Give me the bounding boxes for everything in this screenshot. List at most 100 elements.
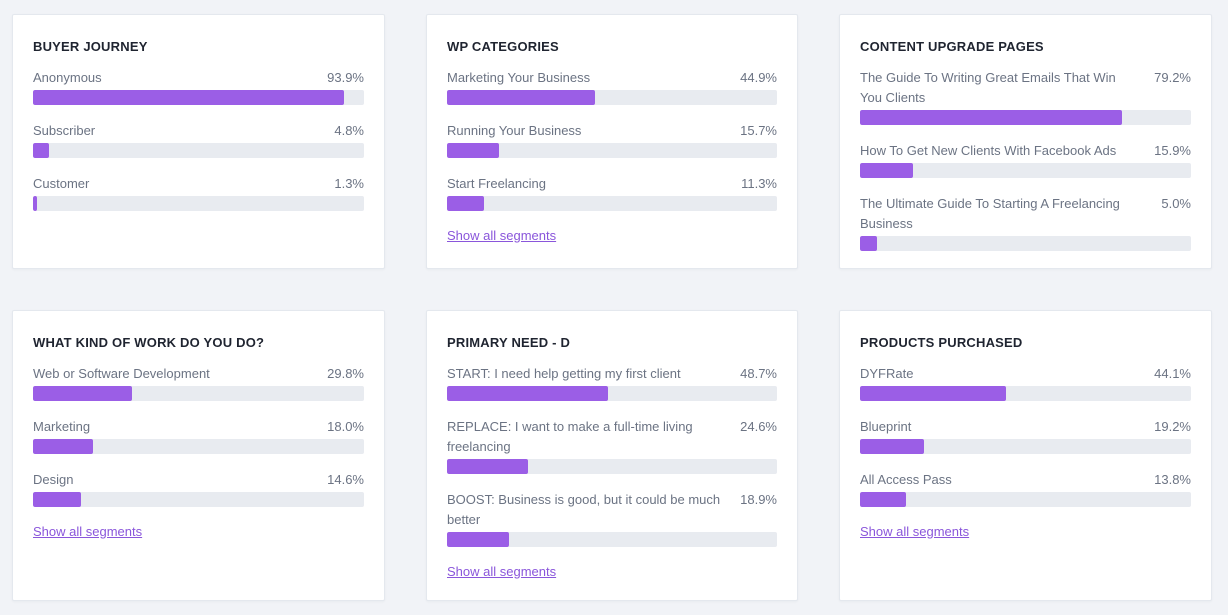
segment-bar-fill (860, 110, 1123, 125)
segment-bar-fill (860, 492, 906, 507)
card-buyer-journey: BUYER JOURNEY Anonymous 93.9% Subscriber… (12, 14, 385, 269)
segment-bar-fill (447, 459, 529, 474)
segment-bar-fill (33, 439, 93, 454)
segment-bar-fill (33, 90, 344, 105)
segment-bar-fill (447, 143, 499, 158)
segment-value: 11.3% (741, 176, 777, 191)
card-content-upgrade-pages: CONTENT UPGRADE PAGES The Guide To Writi… (839, 14, 1212, 269)
segment-bar-track (860, 163, 1191, 178)
segment-row: Running Your Business 15.7% (447, 121, 777, 158)
segment-label: START: I need help getting my first clie… (447, 366, 681, 381)
segment-label: Subscriber (33, 123, 96, 138)
segment-label: BOOST: Business is good, but it could be… (447, 492, 721, 527)
segment-bar-fill (33, 196, 38, 211)
segment-value: 44.1% (1154, 366, 1191, 381)
segment-row: Subscriber 4.8% (33, 121, 364, 158)
segment-label: Running Your Business (447, 123, 582, 138)
segment-row: Customer 1.3% (33, 174, 364, 211)
segment-row: Start Freelancing 11.3% (447, 174, 777, 211)
segment-row: Marketing Your Business 44.9% (447, 68, 777, 105)
segment-bar-fill (33, 492, 82, 507)
segment-value: 19.2% (1154, 419, 1191, 434)
segment-label: The Ultimate Guide To Starting A Freelan… (860, 196, 1120, 231)
segment-row: BOOST: Business is good, but it could be… (447, 490, 777, 547)
segment-bar-track (860, 439, 1191, 454)
segment-bar-fill (33, 143, 49, 158)
segment-bar-track (33, 386, 364, 401)
segment-row: Marketing 18.0% (33, 417, 364, 454)
segment-label: The Guide To Writing Great Emails That W… (860, 70, 1116, 105)
segment-bar-track (33, 196, 364, 211)
segment-value: 24.6% (740, 419, 777, 434)
segment-bar-track (860, 110, 1191, 125)
segment-bar-track (860, 492, 1191, 507)
segment-bar-track (447, 532, 777, 547)
segment-bar-track (447, 90, 777, 105)
segment-bar-track (33, 143, 364, 158)
segment-label: REPLACE: I want to make a full-time livi… (447, 419, 693, 454)
segment-row: REPLACE: I want to make a full-time livi… (447, 417, 777, 474)
segment-label: How To Get New Clients With Facebook Ads (860, 143, 1117, 158)
segment-value: 13.8% (1154, 472, 1191, 487)
segment-row: The Ultimate Guide To Starting A Freelan… (860, 194, 1191, 251)
segment-label: Start Freelancing (447, 176, 546, 191)
card-title: WHAT KIND OF WORK DO YOU DO? (33, 335, 265, 350)
segment-bar-fill (860, 386, 1006, 401)
segment-bar-fill (447, 196, 485, 211)
segment-row: The Guide To Writing Great Emails That W… (860, 68, 1191, 125)
segment-label: Web or Software Development (33, 366, 210, 381)
segment-row: Web or Software Development 29.8% (33, 364, 364, 401)
segment-bar-fill (860, 236, 877, 251)
segment-bar-fill (447, 386, 608, 401)
segment-row: How To Get New Clients With Facebook Ads… (860, 141, 1191, 178)
segment-bar-fill (33, 386, 132, 401)
segment-row: Anonymous 93.9% (33, 68, 364, 105)
segment-bar-track (447, 386, 777, 401)
segment-value: 79.2% (1154, 70, 1191, 85)
segment-label: Design (33, 472, 74, 487)
segment-value: 15.7% (740, 123, 777, 138)
show-all-segments-link[interactable]: Show all segments (447, 228, 557, 243)
card-title: WP CATEGORIES (447, 39, 559, 54)
segment-bar-track (33, 90, 364, 105)
segment-value: 29.8% (327, 366, 364, 381)
segment-label: DYFRate (860, 366, 914, 381)
segment-label: Marketing Your Business (447, 70, 591, 85)
show-all-segments-link[interactable]: Show all segments (860, 524, 970, 539)
segment-value: 44.9% (740, 70, 777, 85)
segment-bar-track (860, 236, 1191, 251)
segment-value: 14.6% (327, 472, 364, 487)
segment-label: Customer (33, 176, 90, 191)
card-title: BUYER JOURNEY (33, 39, 148, 54)
segment-value: 4.8% (334, 123, 364, 138)
segment-label: Anonymous (33, 70, 102, 85)
card-primary-need: PRIMARY NEED - D START: I need help gett… (426, 310, 798, 601)
card-title: CONTENT UPGRADE PAGES (860, 39, 1044, 54)
card-wp-categories: WP CATEGORIES Marketing Your Business 44… (426, 14, 798, 269)
segment-value: 48.7% (740, 366, 777, 381)
card-products-purchased: PRODUCTS PURCHASED DYFRate 44.1% Bluepri… (839, 310, 1212, 601)
segment-value: 93.9% (327, 70, 364, 85)
segment-bar-track (447, 143, 777, 158)
segment-row: Blueprint 19.2% (860, 417, 1191, 454)
segment-bar-fill (860, 163, 913, 178)
segment-value: 18.9% (740, 492, 777, 507)
segment-label: All Access Pass (860, 472, 952, 487)
segment-row: DYFRate 44.1% (860, 364, 1191, 401)
segment-bar-fill (447, 90, 596, 105)
segment-bar-track (447, 459, 777, 474)
card-title: PRODUCTS PURCHASED (860, 335, 1023, 350)
segment-row: Design 14.6% (33, 470, 364, 507)
card-title: PRIMARY NEED - D (447, 335, 571, 350)
segment-value: 18.0% (327, 419, 364, 434)
segment-label: Marketing (33, 419, 91, 434)
segment-bar-track (33, 492, 364, 507)
show-all-segments-link[interactable]: Show all segments (447, 564, 557, 579)
segment-label: Blueprint (860, 419, 912, 434)
segment-value: 1.3% (334, 176, 364, 191)
segment-bar-fill (447, 532, 510, 547)
segment-bar-track (33, 439, 364, 454)
segment-bar-track (447, 196, 777, 211)
show-all-segments-link[interactable]: Show all segments (33, 524, 143, 539)
